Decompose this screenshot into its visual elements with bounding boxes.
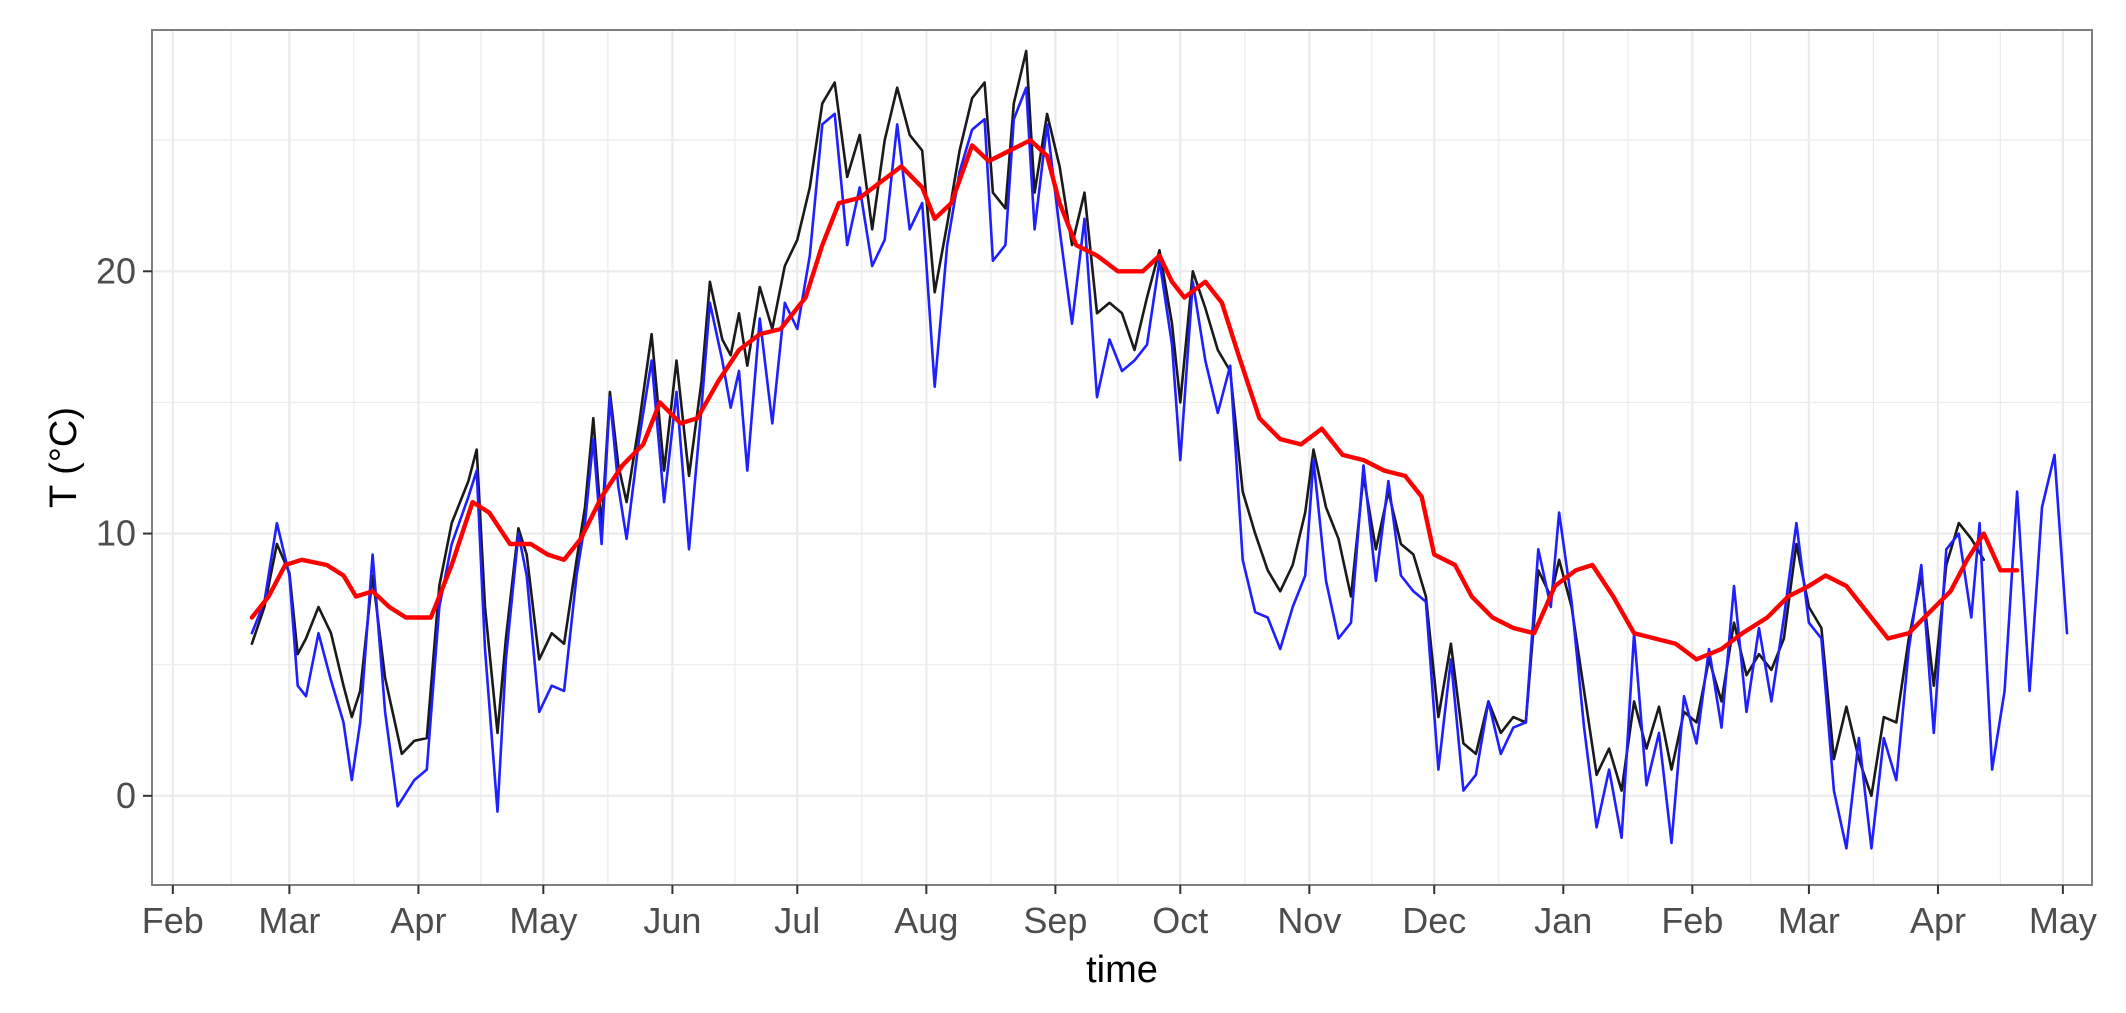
- x-tick-label: Sep: [1023, 900, 1087, 941]
- x-tick-label: Mar: [1778, 900, 1840, 941]
- x-tick-label: May: [2029, 900, 2097, 941]
- x-tick-label: Apr: [1910, 900, 1966, 941]
- x-axis-title: time: [1086, 949, 1158, 991]
- series-line-3: [249, 138, 2020, 662]
- x-tick-label: Jun: [643, 900, 701, 941]
- x-tick-label: Jan: [1534, 900, 1592, 941]
- y-axis: 0 10 20: [96, 250, 152, 816]
- x-tick-label: Nov: [1277, 900, 1341, 941]
- y-tick-label: 10: [96, 513, 136, 554]
- y-axis-title: T (°C): [43, 407, 85, 508]
- y-tick-label: 20: [96, 250, 136, 291]
- x-tick-label: Oct: [1152, 900, 1208, 941]
- x-tick-label: May: [509, 900, 577, 941]
- x-tick-label: Feb: [142, 900, 204, 941]
- grid: [152, 30, 2092, 885]
- x-tick-label: Jul: [774, 900, 820, 941]
- series-line-2: [250, 86, 2069, 850]
- x-tick-label: Mar: [258, 900, 320, 941]
- series-layer: [249, 49, 2069, 850]
- x-tick-label: Dec: [1402, 900, 1466, 941]
- x-tick-label: Feb: [1661, 900, 1723, 941]
- y-tick-label: 0: [116, 775, 136, 816]
- x-tick-label: Aug: [894, 900, 958, 941]
- x-axis: Feb Mar Apr May Jun Jul Aug Sep Oct Nov Dec Jan Feb M…: [142, 885, 2097, 941]
- x-tick-label: Apr: [390, 900, 446, 941]
- panel-border: [151, 29, 2093, 886]
